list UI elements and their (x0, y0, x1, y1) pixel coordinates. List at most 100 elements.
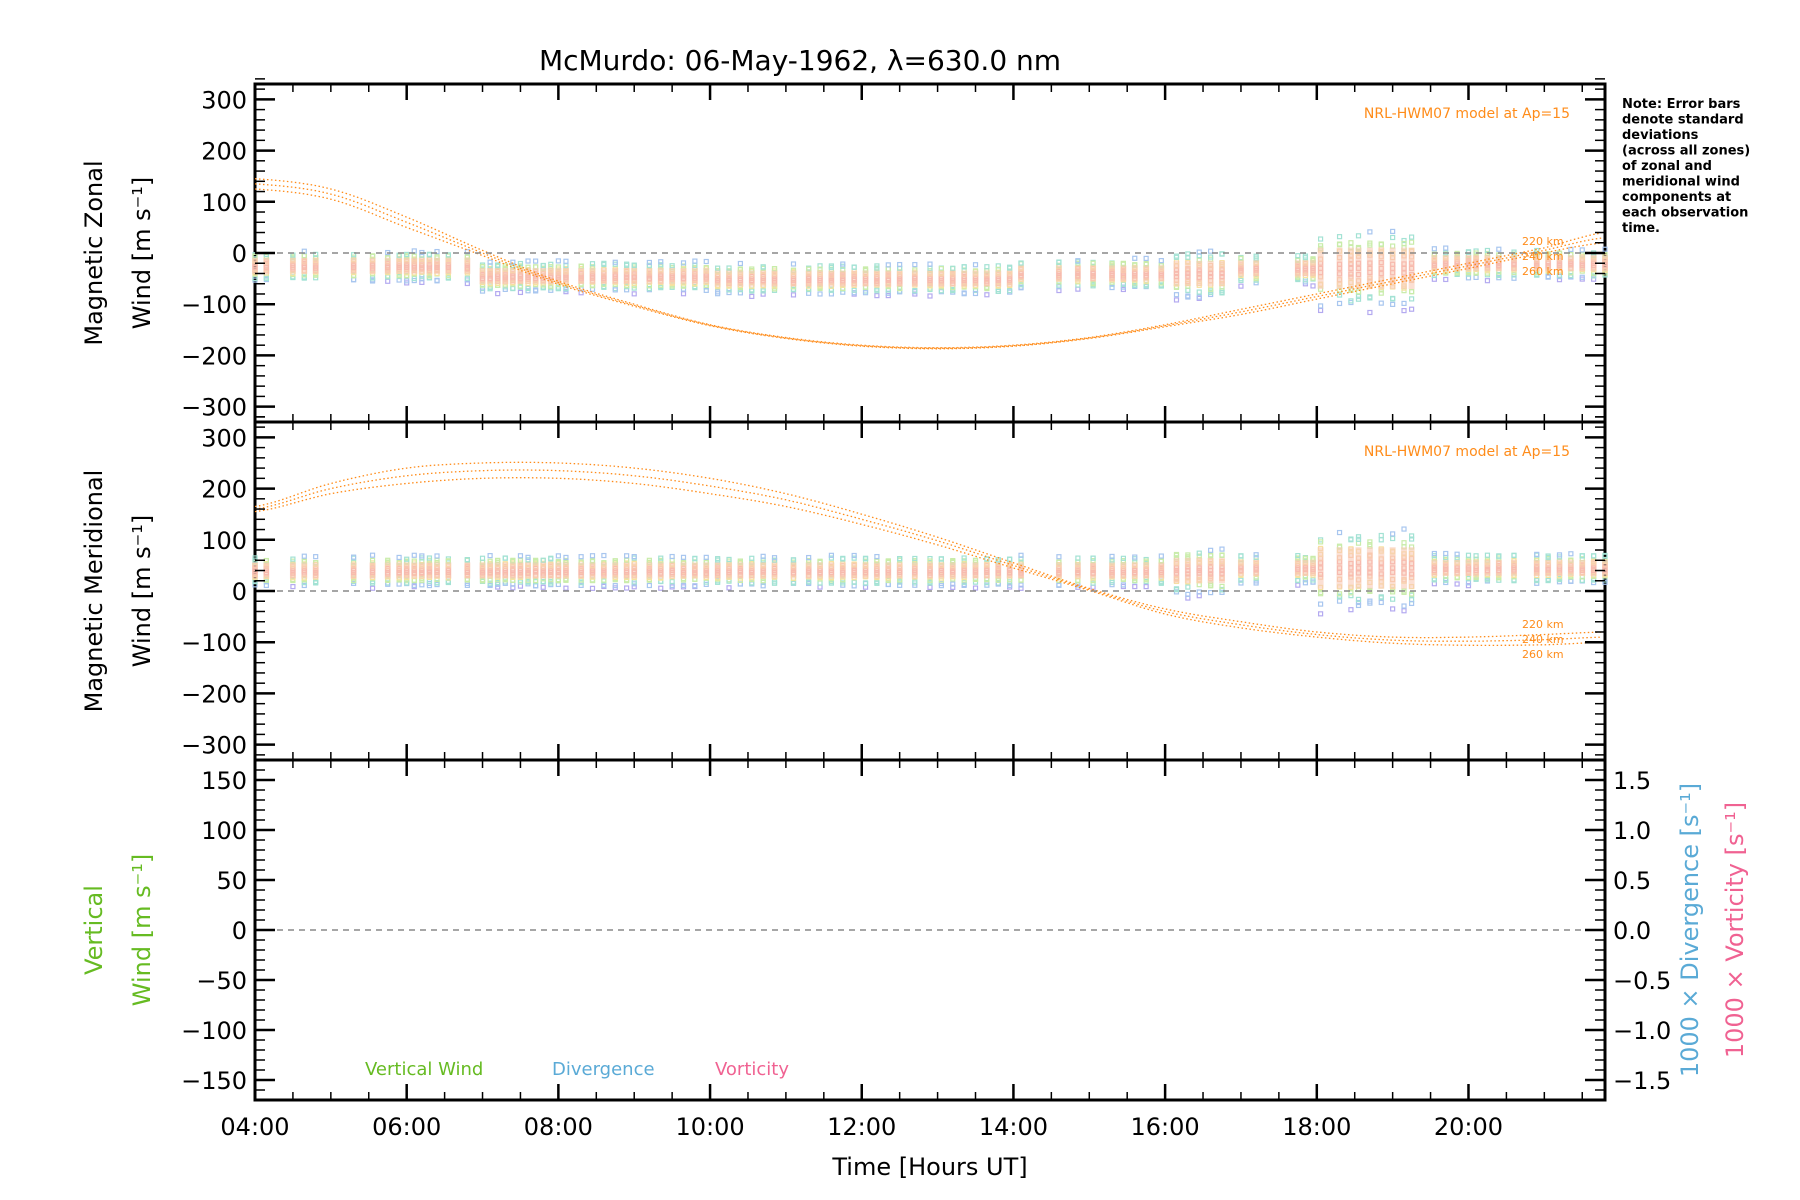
observation-point (1238, 580, 1244, 586)
observation-bar (1196, 260, 1203, 287)
observation-bar (434, 562, 441, 579)
observation-bar (1389, 547, 1396, 589)
observation-point (1443, 276, 1449, 283)
observation-bar (1109, 562, 1116, 579)
observation-point (984, 264, 990, 270)
observation-point (1390, 295, 1396, 302)
observation-point (1336, 292, 1343, 298)
observation-point (1556, 552, 1563, 558)
observation-bar (1495, 255, 1502, 272)
model-curve-260km (254, 477, 1602, 647)
observation-point (419, 553, 425, 559)
observation-bar (312, 562, 319, 579)
observation-bar (555, 267, 562, 285)
observation-point (533, 577, 539, 584)
observation-bar (726, 270, 733, 287)
observation-bar (646, 267, 653, 285)
observation-point (1348, 607, 1354, 613)
meridional-ylabel-line2: Wind [m s⁻¹] (128, 515, 156, 667)
observation-point (434, 553, 440, 559)
observation-point (680, 291, 687, 297)
observation-bar (1495, 559, 1502, 577)
observation-bar (494, 267, 501, 285)
observation-point (1390, 234, 1396, 241)
observation-point (1378, 594, 1384, 600)
observation-point (1219, 586, 1225, 593)
observation-point (563, 285, 569, 292)
observation-bar (426, 257, 433, 274)
observation-bar (949, 270, 956, 287)
observation-bar (1218, 557, 1225, 584)
observation-point (1173, 551, 1180, 558)
observation-point (1208, 248, 1214, 254)
zonal-alt-label-240: 240 km (1522, 250, 1564, 263)
observation-point (1355, 289, 1362, 295)
observation-point (972, 585, 979, 591)
observation-bar (805, 562, 812, 579)
observation-point (350, 554, 357, 560)
observation-bar (445, 257, 452, 274)
observation-bar (1408, 547, 1415, 589)
observation-bar (1109, 265, 1116, 282)
observation-point (1132, 554, 1138, 560)
observation-point (1348, 298, 1354, 304)
observation-point (369, 557, 376, 564)
observation-point (1579, 247, 1585, 253)
observation-point (1591, 276, 1597, 282)
right-ytick-label: 1.5 (1613, 767, 1651, 795)
observation-point (912, 261, 918, 268)
observation-point (790, 580, 797, 586)
note-line: Note: Error bars (1622, 97, 1741, 112)
observation-bar (1302, 260, 1309, 277)
observation-bar (1184, 260, 1191, 287)
observation-point (817, 291, 823, 297)
observation-point (828, 264, 835, 270)
observation-point (1196, 550, 1202, 556)
observation-point (938, 556, 944, 562)
observation-point (851, 579, 857, 585)
observation-bar (1533, 255, 1540, 272)
observation-point (1007, 264, 1013, 270)
observation-point (385, 278, 391, 284)
observation-bar (1442, 255, 1449, 272)
observation-bar (1355, 247, 1362, 290)
observation-point (840, 261, 846, 267)
observation-bar (896, 562, 903, 579)
observation-bar (805, 270, 812, 287)
observation-point (817, 584, 823, 590)
observation-bar (1120, 562, 1127, 579)
observation-point (692, 258, 698, 264)
observation-point (631, 584, 637, 590)
observation-point (715, 289, 721, 295)
observation-point (1295, 577, 1301, 583)
observation-bar (1294, 260, 1301, 277)
observation-bar (1158, 265, 1165, 282)
observation-bar (384, 257, 391, 274)
observation-bar (1336, 247, 1343, 290)
observation-point (601, 552, 607, 559)
observation-point (1367, 309, 1373, 316)
observation-point (1219, 251, 1225, 257)
observation-point (1465, 580, 1472, 586)
observation-point (1484, 278, 1491, 284)
meridional-ytick-label: −300 (181, 732, 247, 760)
observation-bar (532, 267, 539, 285)
observation-point (1056, 259, 1062, 265)
observation-point (1018, 282, 1024, 288)
observation-point (1378, 241, 1384, 247)
observation-point (961, 291, 967, 297)
x-tick-label: 16:00 (1131, 1113, 1200, 1141)
observation-point (533, 557, 539, 563)
observation-point (749, 555, 755, 561)
observation-bar (873, 562, 880, 579)
observation-point (692, 556, 698, 562)
observation-point (1378, 599, 1384, 606)
observation-bar (680, 267, 687, 285)
observation-point (445, 252, 451, 258)
observation-point (548, 555, 554, 561)
observation-bar (972, 562, 979, 579)
observation-point (1219, 546, 1225, 552)
observation-point (1401, 608, 1407, 614)
observation-point (1579, 553, 1585, 559)
